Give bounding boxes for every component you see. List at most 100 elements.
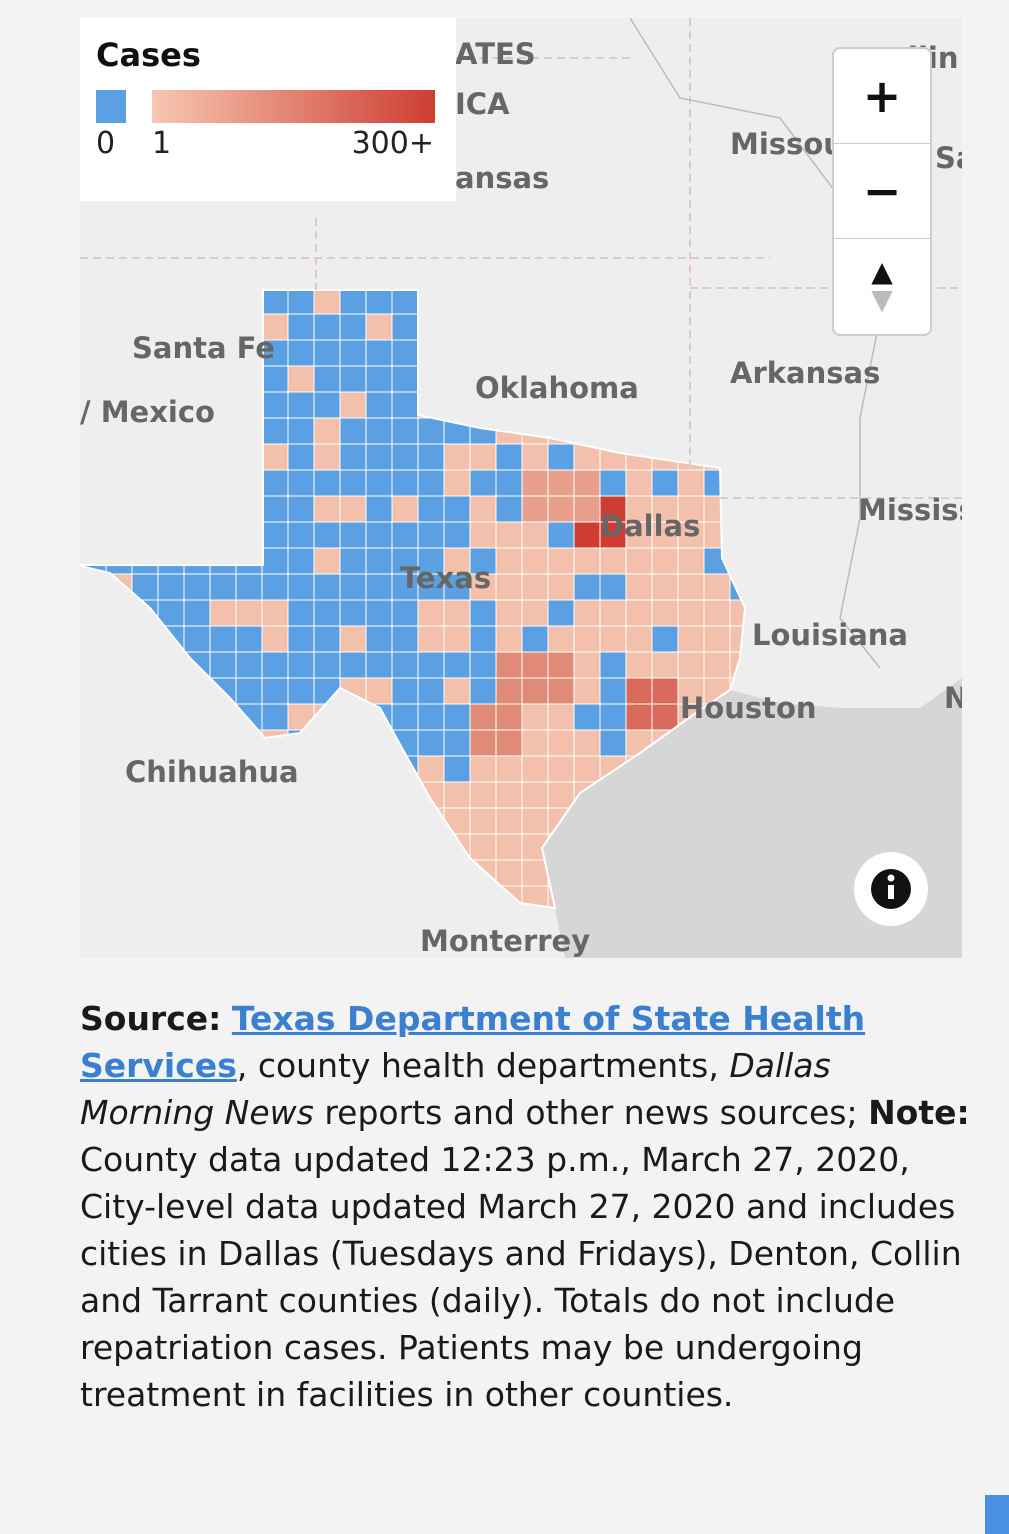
county xyxy=(495,859,523,887)
county xyxy=(599,703,627,731)
county xyxy=(261,625,289,653)
county xyxy=(573,573,601,601)
county xyxy=(469,703,497,731)
legend-gradient xyxy=(152,90,435,123)
county xyxy=(391,290,419,315)
county xyxy=(391,547,419,575)
zoom-in[interactable]: + xyxy=(834,49,930,144)
legend-label: 1 xyxy=(152,126,172,161)
county xyxy=(547,495,575,523)
place-label: Monterrey xyxy=(420,924,590,958)
county xyxy=(703,651,731,679)
county xyxy=(339,521,367,549)
county xyxy=(625,625,653,653)
county xyxy=(365,547,393,575)
county xyxy=(417,521,445,549)
county xyxy=(417,443,445,471)
county xyxy=(235,599,263,627)
county xyxy=(625,651,653,679)
county xyxy=(651,469,679,497)
county xyxy=(573,677,601,705)
county xyxy=(391,469,419,497)
county xyxy=(469,495,497,523)
county xyxy=(287,703,315,731)
county xyxy=(287,521,315,549)
place-label: ICA xyxy=(455,87,510,121)
county xyxy=(521,625,549,653)
county xyxy=(651,573,679,601)
county xyxy=(573,729,601,757)
county xyxy=(339,625,367,653)
county xyxy=(261,599,289,627)
county xyxy=(313,443,341,471)
county xyxy=(573,547,601,575)
county xyxy=(313,391,341,419)
county xyxy=(443,781,471,809)
county xyxy=(235,651,263,679)
county xyxy=(521,729,549,757)
county xyxy=(703,573,731,601)
county xyxy=(651,625,679,653)
county xyxy=(547,443,575,471)
county xyxy=(521,469,549,497)
place-label: Missou xyxy=(730,127,844,161)
county xyxy=(443,651,471,679)
legend-swatch-zero xyxy=(96,90,126,123)
place-label: Santa Fe xyxy=(132,331,275,365)
county xyxy=(495,833,523,861)
county xyxy=(469,807,497,835)
county xyxy=(313,599,341,627)
county xyxy=(417,547,445,575)
county xyxy=(495,521,523,549)
county xyxy=(417,729,445,757)
county xyxy=(339,339,367,367)
county xyxy=(365,677,393,705)
county xyxy=(391,573,419,601)
county xyxy=(443,495,471,523)
place-label: ansas xyxy=(455,161,549,195)
county xyxy=(573,469,601,497)
edge-tab xyxy=(985,1495,1009,1534)
place-label: Houston xyxy=(680,691,817,725)
county xyxy=(261,547,289,575)
county xyxy=(599,573,627,601)
county xyxy=(599,469,627,497)
county xyxy=(339,290,367,315)
zoom-out[interactable]: − xyxy=(834,144,930,239)
county xyxy=(287,469,315,497)
county xyxy=(469,599,497,627)
county xyxy=(391,703,419,731)
county xyxy=(599,729,627,757)
county xyxy=(469,651,497,679)
county xyxy=(495,781,523,809)
source-link[interactable]: Texas Department of State Health Service… xyxy=(80,999,866,1085)
source-label: Source: xyxy=(80,999,222,1038)
county xyxy=(521,443,549,471)
county xyxy=(365,417,393,445)
county xyxy=(287,495,315,523)
county xyxy=(703,599,731,627)
county xyxy=(391,521,419,549)
county xyxy=(261,469,289,497)
county xyxy=(339,313,367,341)
county xyxy=(599,521,627,549)
county xyxy=(209,573,237,601)
county xyxy=(521,807,549,835)
county xyxy=(469,521,497,549)
county xyxy=(495,625,523,653)
place-label: Louisiana xyxy=(752,618,908,652)
county xyxy=(547,521,575,549)
county xyxy=(417,495,445,523)
county xyxy=(261,521,289,549)
county xyxy=(313,339,341,367)
reset-north[interactable]: ▲ ▼ xyxy=(871,255,893,316)
legend: Cases 0 1 300+ xyxy=(80,18,456,201)
county xyxy=(599,625,627,653)
county xyxy=(521,521,549,549)
county xyxy=(443,469,471,497)
map: ATESICAansasMissoullinSaSanta Fe/ Mexico… xyxy=(80,18,962,958)
county xyxy=(313,365,341,393)
county xyxy=(599,599,627,627)
place-label: ATES xyxy=(455,37,536,71)
county xyxy=(651,703,679,731)
